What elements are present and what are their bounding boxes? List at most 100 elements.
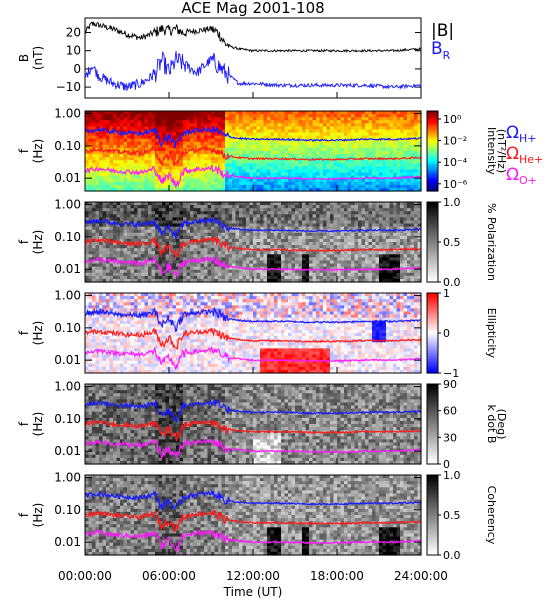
omega-h-curve (84, 216, 422, 240)
freq-y-label-unit: (Hz) (31, 230, 45, 255)
colorbar-frame (426, 383, 439, 465)
field-y-tick-label: 0 (73, 62, 81, 76)
colorbar-tick-label: 0.0 (443, 549, 461, 562)
panel-kdotb: 1.00 0.10 0.01 f (Hz) 90 60 30 0 k dot B(Deg) (17, 378, 508, 471)
legend-omega-he: ΩHe+ (506, 144, 543, 166)
omega-o-curve (84, 164, 421, 188)
omega-he-curve (84, 510, 422, 533)
heatmap-coherency (85, 475, 422, 556)
panel-ellipticity: 1.00 0.10 0.01 f (Hz) 1 0 −1 Ellipticity (17, 287, 498, 380)
omega-h-curve (84, 306, 422, 333)
omega-h-curve (84, 125, 422, 149)
freq-tick-label: 1.00 (54, 289, 81, 303)
legend-br: BR (431, 39, 451, 62)
colorbar-tick-label: 90 (443, 378, 457, 391)
freq-y-label: f (17, 239, 31, 244)
colorbar-tick-label: 0.5 (443, 509, 461, 522)
x-axis-label: Time (UT) (223, 585, 283, 599)
panel-coherency: 1.00 0.10 0.01 f (Hz) 1.0 0.5 0.0 Coherency (17, 469, 498, 562)
colorbar-ellipticity: 1 0 −1 Ellipticity (426, 287, 498, 380)
x-tick-label: 12:00:00 (226, 569, 280, 583)
field-y-tick-label: −10 (56, 80, 81, 94)
freq-y-label-unit: (Hz) (31, 139, 45, 164)
freq-tick-label: 1.00 (54, 380, 81, 394)
omega-o-curve (84, 438, 422, 460)
field-y-label-unit: (nT) (31, 46, 45, 70)
colorbar-polarization: 1.0 0.5 0.0 % Polarization (426, 196, 498, 289)
freq-tick-label: 0.01 (54, 262, 81, 276)
colorbar-frame (426, 110, 439, 192)
colorbar-label-unit: (Deg) (495, 409, 508, 440)
freq-tick-label: 0.10 (54, 503, 81, 517)
colorbar-tick-label: 1.0 (443, 196, 461, 209)
heatmap-intensity (85, 111, 422, 192)
legend-omega-o: ΩO+ (506, 165, 537, 187)
freq-tick-label: 1.00 (54, 198, 81, 212)
colorbar-label-unit: (nT²/Hz) (495, 129, 508, 173)
freq-y-label-unit: (Hz) (31, 503, 45, 528)
colorbar-tick-label: −1 (443, 367, 459, 380)
omega-he-curve (84, 235, 422, 260)
freq-tick-label: 0.10 (54, 139, 81, 153)
spectral-panels: 1.000.100.01f (Hz)10⁰10⁻²10⁻⁴10⁻⁶Intensit… (17, 107, 508, 562)
colorbar-tick-label: 30 (443, 431, 457, 444)
series-br-line (84, 51, 422, 91)
colorbar-tick-label: 10⁰ (443, 113, 462, 126)
field-panel: 20 10 0 −10 B (nT) (17, 17, 422, 99)
freq-tick-label: 0.10 (54, 321, 81, 335)
colorbar-tick-label: 1.0 (443, 469, 461, 482)
field-y-label: B (nT) (17, 46, 45, 70)
legend-omega-h: ΩH+ (506, 123, 537, 145)
colorbar-tick-label: 10⁻² (443, 135, 467, 148)
x-tick-label: 00:00:00 (58, 569, 112, 583)
freq-tick-label: 0.01 (54, 171, 81, 185)
freq-tick-label: 0.10 (54, 412, 81, 426)
omega-o-curve (84, 529, 422, 554)
freq-y-label-unit: (Hz) (31, 412, 45, 437)
colorbar-label: k dot B (485, 405, 498, 444)
colorbar-tick-label: 10⁻⁴ (443, 156, 468, 169)
chart-title: ACE Mag 2001-108 (181, 0, 324, 17)
colorbar-intensity: 10⁰ 10⁻² 10⁻⁴ 10⁻⁶ Intensity(nT²/Hz) (426, 110, 508, 192)
colorbar-tick-label: 0.5 (443, 236, 461, 249)
colorbar-tick-label: 0 (443, 458, 450, 471)
legend-ions: ΩH+ ΩHe+ ΩO+ (506, 123, 543, 187)
x-tick-label: 18:00:00 (310, 569, 364, 583)
series-bmag-line (84, 21, 422, 53)
colorbar-tick-label: 0 (443, 327, 450, 340)
freq-tick-label: 1.00 (54, 107, 81, 121)
freq-y-label: f (17, 148, 31, 153)
colorbar-label: % Polarization (485, 203, 498, 281)
colorbar-tick-label: 60 (443, 405, 457, 418)
freq-tick-label: 0.01 (54, 535, 81, 549)
x-tick-labels: 00:00:00 06:00:00 12:00:00 18:00:00 24:00:00 (58, 92, 448, 583)
field-y-tick-label: 10 (66, 44, 81, 58)
colorbar-tick-label: 1 (443, 287, 450, 300)
omega-o-curve (84, 255, 422, 279)
heatmap-ellipticity (85, 293, 422, 374)
freq-y-label: f (17, 512, 31, 517)
colorbar-label: Ellipticity (485, 308, 498, 359)
omega-he-curve (84, 419, 422, 442)
colorbar-label: Coherency (485, 486, 498, 545)
freq-tick-label: 1.00 (54, 471, 81, 485)
field-y-tick-label: 20 (66, 26, 81, 40)
omega-h-curve (84, 398, 422, 424)
omega-h-curve (84, 488, 422, 511)
legend-top: |B| BR (431, 21, 454, 62)
freq-tick-label: 0.01 (54, 353, 81, 367)
freq-tick-label: 0.01 (54, 444, 81, 458)
heatmap-polarization (85, 202, 422, 283)
field-y-label-b: B (17, 54, 31, 62)
colorbar-label: Intensity (485, 127, 498, 175)
freq-y-label: f (17, 421, 31, 426)
freq-tick-label: 0.10 (54, 230, 81, 244)
colorbar-kdotb: 90 60 30 0 k dot B(Deg) (426, 378, 508, 471)
freq-y-label-unit: (Hz) (31, 321, 45, 346)
colorbar-tick-label: 10⁻⁶ (443, 178, 468, 191)
colorbar-tick-label: 0.0 (443, 276, 461, 289)
omega-he-curve (84, 326, 422, 351)
x-tick-label: 24:00:00 (394, 569, 448, 583)
heatmap-kdotb (85, 384, 422, 465)
